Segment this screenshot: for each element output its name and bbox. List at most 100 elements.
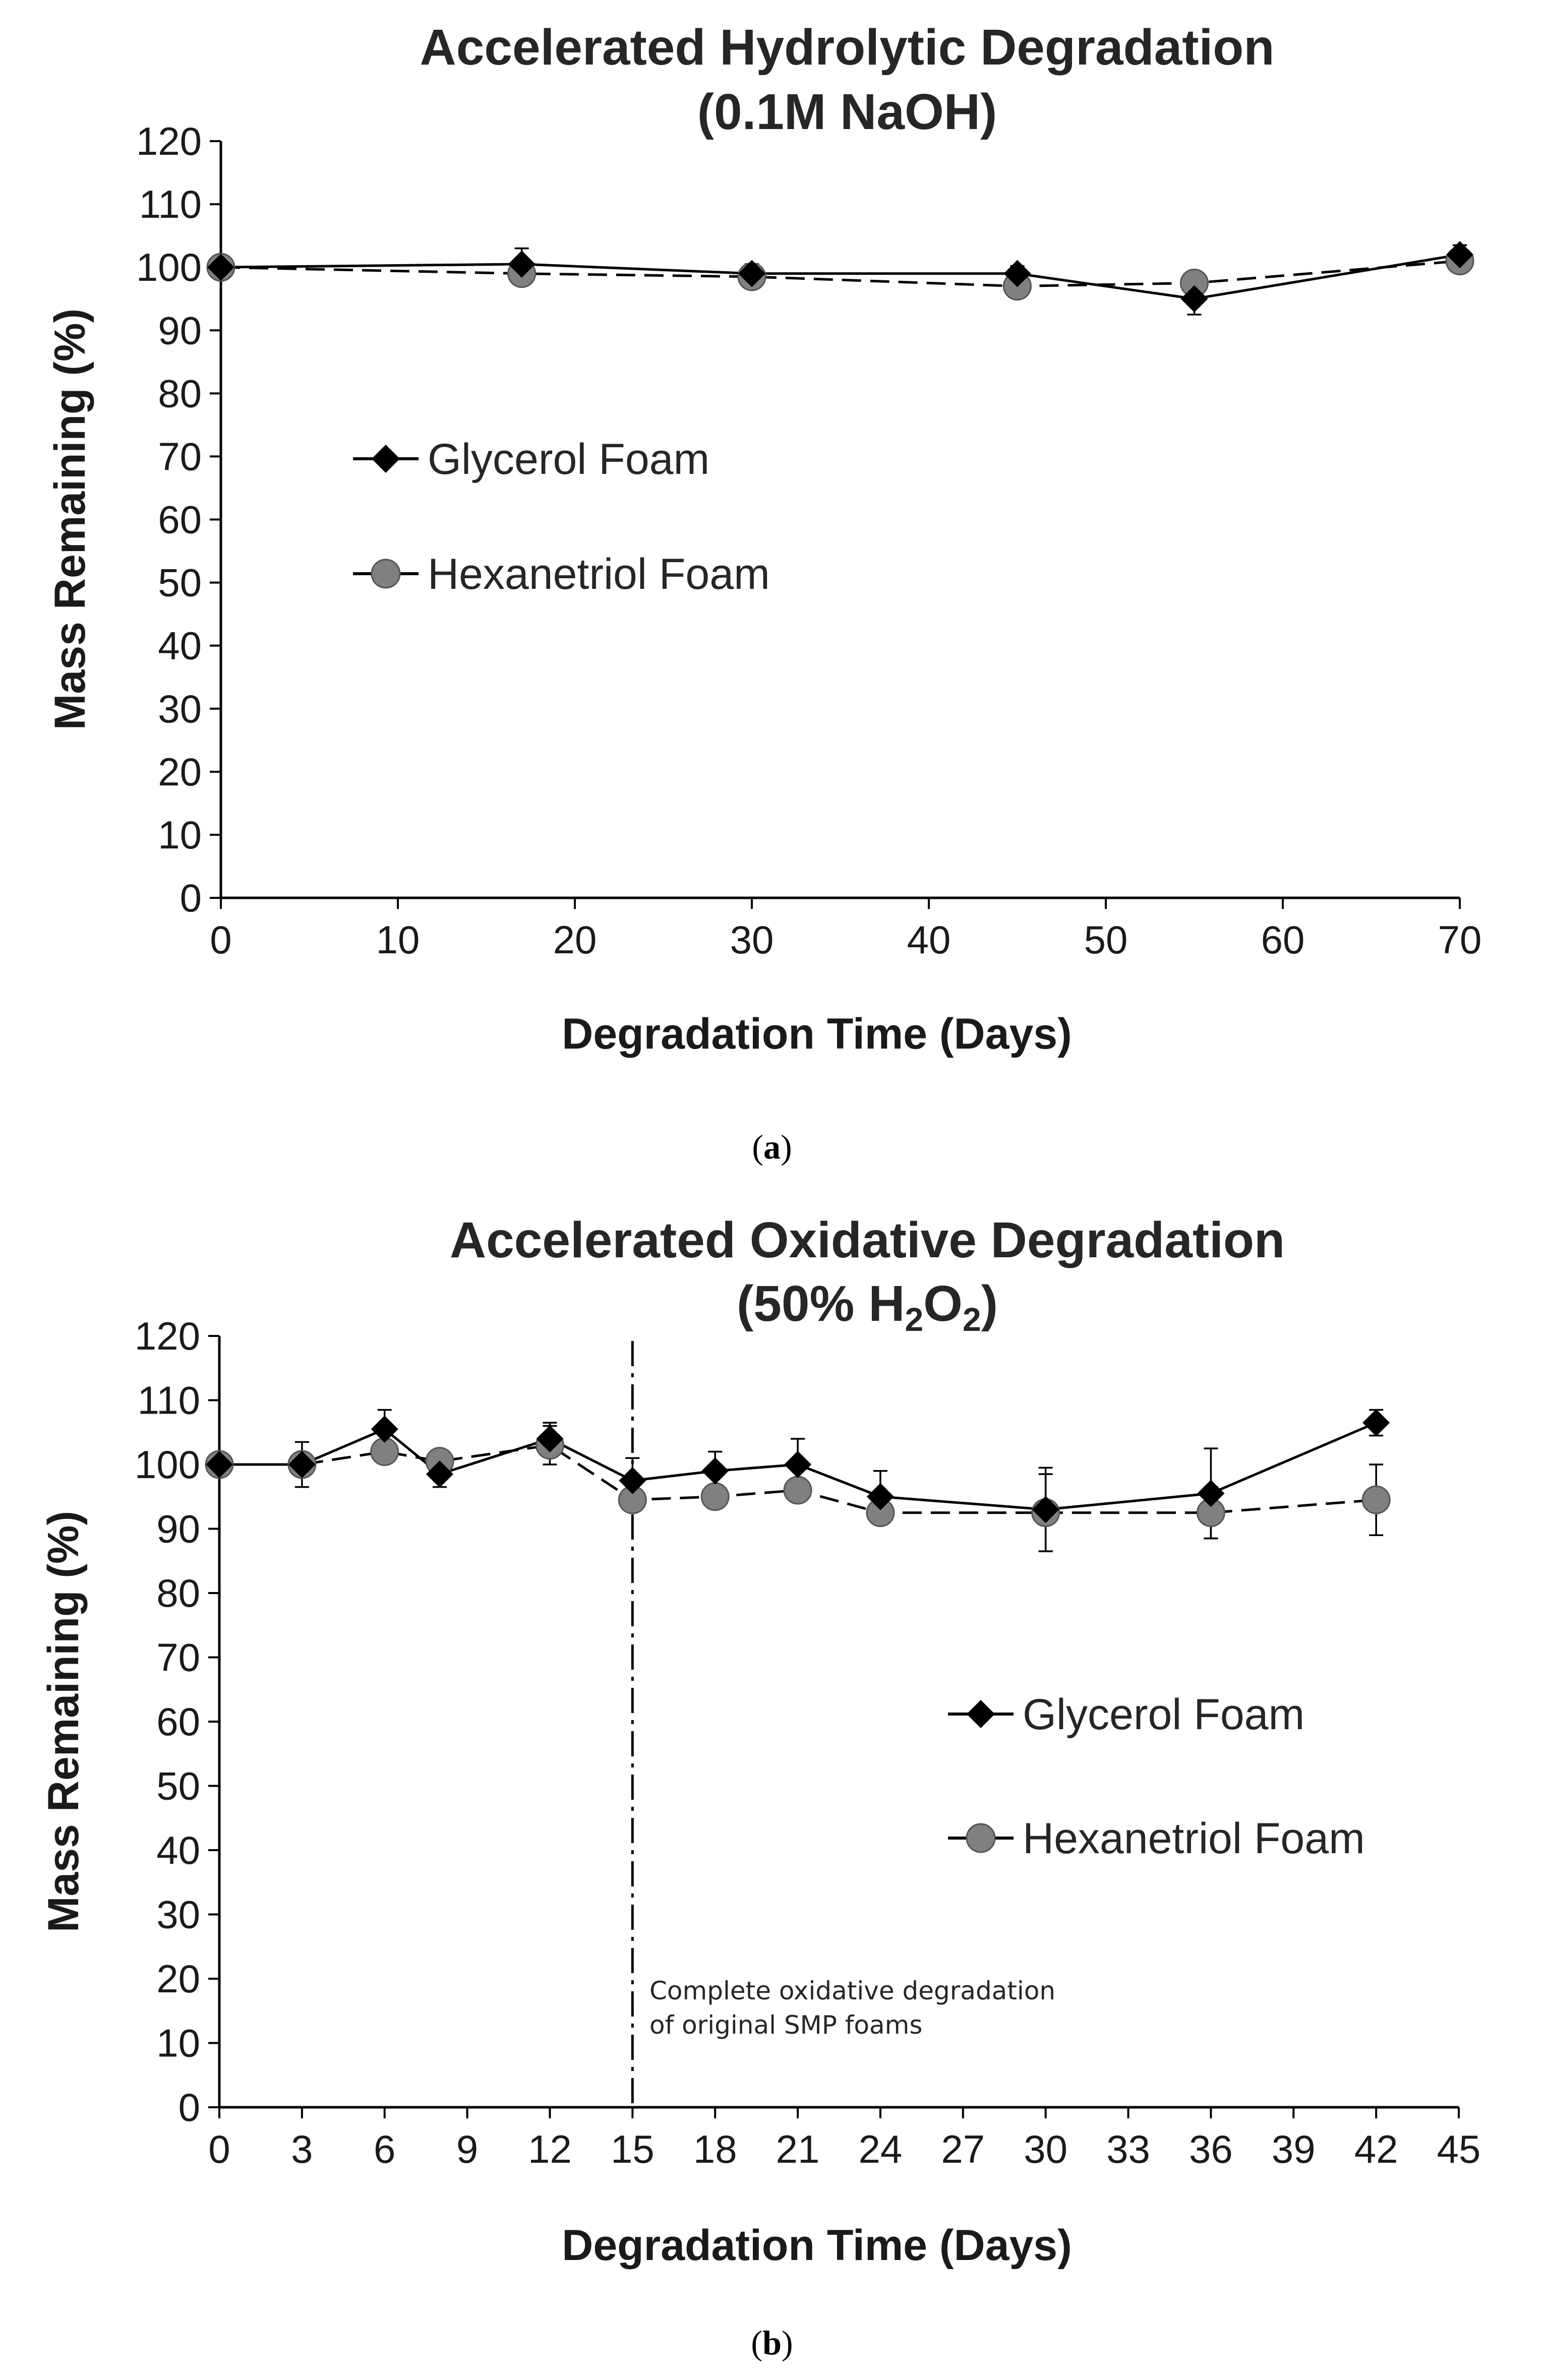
- chart-b-legend-hexanetriol: Hexanetriol Foam: [948, 1814, 1365, 1863]
- y-tick-label: 30: [158, 687, 202, 731]
- x-tick-label: 10: [376, 918, 420, 962]
- data-point-glycerol: [866, 1483, 894, 1510]
- y-tick-label: 50: [156, 1764, 200, 1808]
- chart-b-title-mid: O: [923, 1275, 963, 1332]
- chart-b-caption: (b): [751, 2324, 793, 2362]
- series-line-circle: [220, 260, 1460, 288]
- data-point-hexanetriol: [1361, 1485, 1391, 1514]
- chart-b-legend: Glycerol Foam Hexanetriol Foam: [948, 1690, 1365, 1863]
- y-tick-label: 110: [138, 1378, 200, 1423]
- chart-a-x-label: Degradation Time (Days): [562, 1010, 1072, 1058]
- y-tick-label: 70: [158, 434, 202, 478]
- chart-a-legend: Glycerol Foam Hexanetriol Foam: [353, 435, 770, 598]
- data-point-glycerol: [784, 1451, 812, 1478]
- chart-a-y-axis: 0 10 20 30 40 50 60 70 80 90 100 110 120: [136, 119, 221, 920]
- x-tick-label: 20: [553, 918, 597, 962]
- chart-a-title-line1: Accelerated Hydrolytic Degradation: [420, 19, 1275, 76]
- chart-a-caption-letter: a: [763, 1128, 781, 1166]
- chart-b-title-suffix: ): [981, 1275, 998, 1332]
- y-tick-label: 50: [158, 561, 202, 605]
- chart-b-legend-glycerol: Glycerol Foam: [948, 1690, 1304, 1739]
- diamond-marker-icon: [967, 1700, 995, 1728]
- y-tick-label: 20: [158, 750, 202, 794]
- data-point-glycerol: [738, 260, 765, 287]
- series-line-diamond: [219, 1421, 1377, 1511]
- chart-b-legend-hexanetriol-label: Hexanetriol Foam: [1023, 1814, 1365, 1863]
- data-point-glycerol: [1446, 241, 1473, 269]
- x-tick-label: 12: [528, 2127, 572, 2171]
- y-tick-label: 100: [136, 245, 202, 289]
- chart-a-title-line2: (0.1M NaOH): [697, 84, 997, 140]
- chart-a-legend-glycerol: Glycerol Foam: [353, 435, 709, 483]
- y-tick-label: 60: [156, 1699, 200, 1744]
- x-tick-label: 30: [1024, 2127, 1067, 2171]
- x-tick-label: 50: [1084, 918, 1128, 962]
- data-point-hexanetriol: [700, 1482, 730, 1511]
- x-tick-label: 18: [693, 2127, 737, 2171]
- x-tick-label: 3: [291, 2127, 313, 2171]
- y-tick-label: 80: [158, 371, 202, 415]
- x-tick-label: 27: [941, 2127, 985, 2171]
- chart-b-legend-glycerol-label: Glycerol Foam: [1023, 1690, 1304, 1739]
- data-point-glycerol: [701, 1457, 729, 1485]
- chart-b-plot-area: [205, 1409, 1391, 1552]
- data-point-glycerol: [207, 254, 234, 281]
- chart-b-x-label: Degradation Time (Days): [562, 2221, 1072, 2270]
- x-tick-label: 24: [859, 2127, 903, 2171]
- chart-b-title-line1: Accelerated Oxidative Degradation: [450, 1212, 1285, 1268]
- y-tick-label: 90: [156, 1507, 200, 1551]
- chart-a-legend-hexanetriol-label: Hexanetriol Foam: [428, 550, 770, 598]
- y-tick-label: 110: [139, 182, 202, 226]
- data-point-glycerol: [206, 1451, 233, 1478]
- x-tick-label: 40: [907, 918, 951, 962]
- y-tick-label: 80: [156, 1571, 200, 1615]
- chart-a: Accelerated Hydrolytic Degradation (0.1M…: [46, 19, 1481, 1166]
- x-tick-label: 33: [1106, 2127, 1150, 2171]
- chart-a-y-label: Mass Remaining (%): [46, 309, 94, 730]
- chart-a-caption: (a): [752, 1128, 792, 1166]
- y-tick-label: 120: [136, 119, 202, 163]
- y-tick-label: 0: [180, 876, 202, 920]
- x-tick-label: 36: [1189, 2127, 1233, 2171]
- data-point-glycerol: [536, 1425, 564, 1452]
- y-tick-label: 60: [158, 498, 202, 542]
- y-tick-label: 20: [156, 1957, 200, 2001]
- chart-b-annotation-line1: Complete oxidative degradation: [649, 1976, 1055, 2005]
- y-tick-label: 40: [158, 624, 202, 668]
- data-point-glycerol: [371, 1415, 398, 1443]
- data-point-glycerol: [426, 1460, 453, 1488]
- chart-b-y-label: Mass Remaining (%): [39, 1511, 88, 1932]
- x-tick-label: 6: [374, 2127, 395, 2171]
- x-tick-label: 30: [730, 918, 774, 962]
- y-tick-label: 30: [156, 1893, 200, 1937]
- chart-b-title-prefix: (50% H: [737, 1275, 905, 1332]
- y-tick-label: 0: [179, 2085, 200, 2129]
- circle-marker-icon: [966, 1823, 996, 1853]
- x-tick-label: 60: [1261, 918, 1305, 962]
- x-tick-label: 9: [456, 2127, 478, 2171]
- data-point-glycerol: [508, 250, 536, 278]
- y-tick-label: 120: [135, 1314, 200, 1358]
- chart-a-legend-hexanetriol: Hexanetriol Foam: [353, 550, 770, 598]
- data-point-hexanetriol: [783, 1476, 812, 1505]
- x-tick-label: 42: [1354, 2127, 1398, 2171]
- data-point-glycerol: [1003, 260, 1031, 287]
- data-point-glycerol: [619, 1467, 646, 1494]
- data-point-glycerol: [288, 1451, 316, 1478]
- x-tick-label: 70: [1438, 918, 1482, 962]
- chart-b-x-axis: 0 3 6 9 12 15 18 21 24 27 30 33 36 39 42 45: [208, 2107, 1480, 2171]
- chart-a-legend-glycerol-label: Glycerol Foam: [428, 435, 709, 483]
- x-tick-label: 15: [611, 2127, 655, 2171]
- x-tick-label: 39: [1272, 2127, 1316, 2171]
- chart-b-y-axis: 0 10 20 30 40 50 60 70 80 90 100 110 120: [135, 1314, 219, 2129]
- y-tick-label: 90: [158, 308, 202, 352]
- series-line-diamond: [220, 253, 1460, 300]
- chart-a-x-axis: 0 10 20 30 40 50 60 70: [210, 898, 1481, 962]
- chart-b-caption-letter: b: [762, 2324, 782, 2362]
- data-point-glycerol: [1197, 1480, 1225, 1507]
- x-tick-label: 45: [1437, 2127, 1481, 2171]
- chart-b-title-sub1: 2: [905, 1301, 923, 1338]
- y-tick-label: 70: [156, 1635, 200, 1680]
- x-tick-label: 0: [210, 918, 231, 962]
- y-tick-label: 10: [158, 813, 202, 857]
